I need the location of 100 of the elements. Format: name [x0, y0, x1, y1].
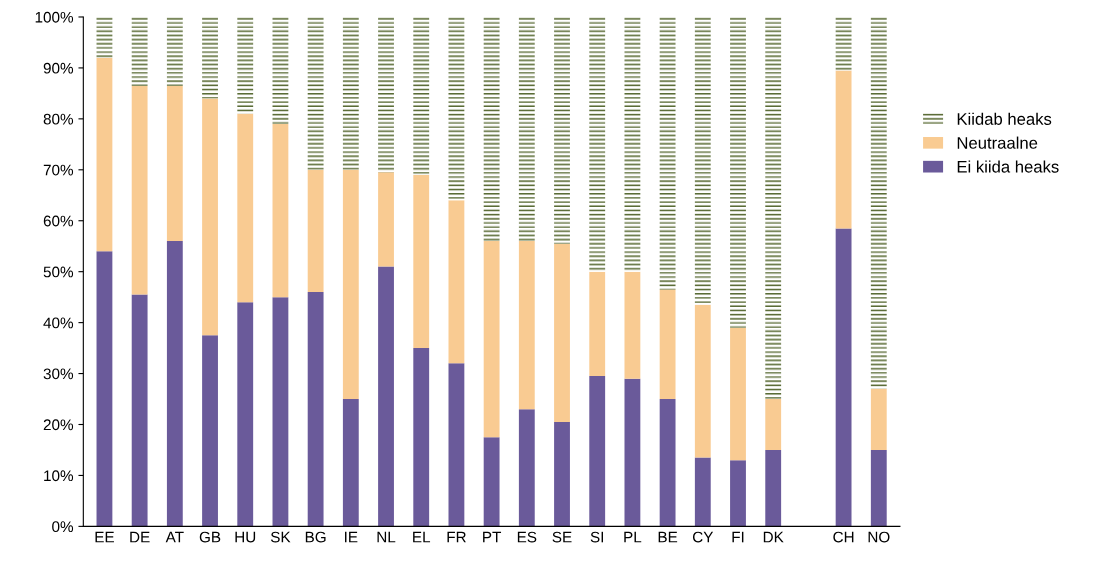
x-tick-label: EE: [95, 531, 114, 543]
bar: [765, 449, 782, 527]
bar: [202, 16, 218, 99]
legend-label: Ei kiida heaks: [957, 160, 1059, 173]
y-tick-label: 80%: [43, 113, 74, 125]
bar: [659, 289, 676, 400]
x-tick-label: SE: [552, 531, 572, 543]
bar: [589, 271, 606, 377]
bar: [202, 335, 218, 527]
y-tick-label: 60%: [43, 215, 74, 227]
bar: [483, 437, 500, 527]
y-tick-label: 20%: [43, 419, 74, 431]
x-tick-label: GB: [199, 531, 221, 543]
bar: [307, 292, 324, 527]
legend-label: Neutraalne: [957, 136, 1038, 149]
x-tick-label: IE: [345, 531, 358, 543]
x-tick-label: NL: [377, 531, 396, 543]
y-tick-label: 10%: [44, 470, 74, 482]
bar: [765, 399, 782, 450]
x-tick-label: CY: [692, 531, 714, 543]
x-tick-label: PT: [483, 531, 502, 543]
bar: [96, 251, 113, 527]
x-tick-label: FR: [447, 531, 466, 543]
bar: [624, 271, 641, 379]
bar: [448, 16, 465, 201]
x-tick-label: EL: [413, 531, 431, 543]
x-tick-label: SK: [270, 531, 291, 543]
x-tick-label: HU: [235, 531, 256, 543]
y-tick-label: 0%: [52, 521, 74, 533]
y-tick-label: 40%: [43, 317, 74, 329]
y-tick-label: 70%: [43, 164, 74, 176]
bar: [589, 16, 606, 272]
bar: [554, 243, 570, 422]
bar: [765, 16, 782, 400]
bar: [342, 169, 359, 400]
bar: [307, 16, 324, 170]
bar: [518, 16, 535, 242]
x-tick-label: NO: [868, 531, 890, 543]
bar: [96, 57, 113, 252]
bar: [448, 200, 465, 364]
bar: [342, 16, 359, 170]
bar: [342, 399, 359, 527]
legend-label: Kiidab heaks: [957, 112, 1052, 125]
bar: [624, 16, 641, 272]
bar: [448, 363, 465, 527]
x-tick-label: PL: [624, 531, 642, 543]
bar: [131, 85, 148, 295]
bar: [166, 16, 183, 86]
bar: [166, 241, 183, 527]
bar: [870, 388, 887, 450]
bar: [272, 16, 289, 124]
bar: [730, 327, 746, 461]
bar: [518, 409, 535, 527]
bar: [272, 123, 289, 298]
bar: [483, 241, 500, 438]
bar: [413, 348, 430, 527]
bar: [589, 376, 606, 527]
bar: [96, 16, 113, 58]
bar: [166, 85, 183, 242]
x-tick-label: BE: [658, 531, 678, 543]
x-tick-label: DE: [130, 531, 150, 543]
bar: [378, 266, 394, 527]
bar: [237, 302, 254, 527]
x-tick-label: CH: [833, 531, 854, 543]
bar: [659, 16, 676, 290]
bar: [413, 16, 430, 175]
bar: [518, 241, 535, 410]
bar: [659, 399, 676, 527]
bar: [694, 304, 711, 458]
bar: [554, 16, 570, 244]
bar: [730, 16, 746, 328]
bar: [237, 113, 254, 303]
bar: [237, 16, 254, 114]
bar: [483, 16, 500, 242]
bar: [131, 294, 148, 527]
bar: [131, 16, 148, 86]
bar: [835, 228, 852, 527]
y-tick-label: 50%: [43, 266, 74, 278]
y-tick-label: 30%: [43, 368, 74, 380]
x-tick-label: ES: [517, 531, 537, 543]
bar: [835, 16, 852, 71]
x-tick-label: SI: [590, 531, 604, 543]
bar: [870, 16, 887, 389]
x-tick-label: FI: [732, 531, 744, 543]
y-tick-label: 100%: [35, 11, 74, 23]
bar: [272, 297, 289, 527]
x-tick-label: AT: [165, 531, 184, 543]
bar: [378, 172, 394, 267]
bar: [554, 421, 570, 527]
x-tick-label: BG: [305, 531, 326, 543]
bar: [870, 449, 887, 527]
bar: [202, 98, 218, 336]
bar: [624, 378, 641, 527]
x-tick-label: DK: [763, 531, 784, 543]
bar: [694, 457, 711, 527]
y-tick-label: 90%: [43, 62, 74, 74]
bar: [694, 16, 711, 305]
bar: [730, 460, 746, 527]
bar: [378, 16, 394, 173]
bar: [413, 174, 430, 349]
